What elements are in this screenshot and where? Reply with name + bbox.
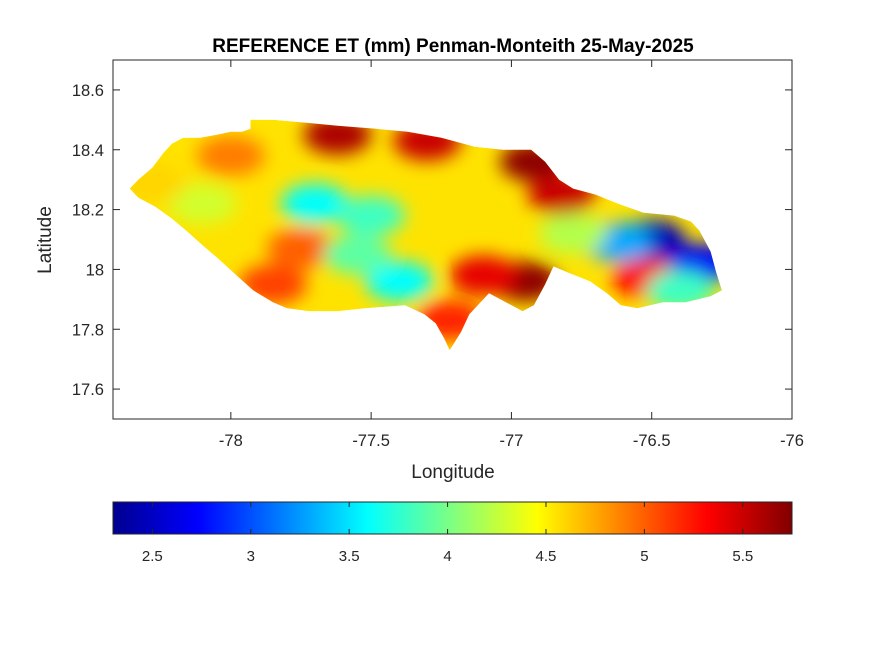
y-tick-label: 18.6 [72,82,104,100]
colorbar-tick-label: 4 [443,548,451,565]
colorbar-tick-label: 2.5 [142,548,163,565]
et-hotspot [323,234,392,275]
colorbar-tick-label: 4.5 [536,548,557,565]
et-hotspot [365,261,434,302]
et-hotspot [281,183,350,224]
y-tick-label: 18.4 [72,142,104,160]
y-axis-label: Latitude [35,206,56,274]
colorbar-tick-label: 5.5 [732,548,753,565]
colorbar-tick-label: 3.5 [339,548,360,565]
et-hotspot [196,135,265,176]
x-tick-label: -78 [219,432,243,450]
colorbar-ticks: 2.5 3 3.5 4 4.5 5 5.5 [142,502,753,565]
colorbar [112,501,793,535]
x-tick-label: -76.5 [633,432,671,450]
et-hotspot [168,183,237,224]
y-axis-ticks: 17.6 17.8 18 18.2 18.4 18.6 [72,82,792,399]
chart-title: REFERENCE ET (mm) Penman-Monteith 25-May… [212,36,694,57]
colorbar-tick-label: 5 [640,548,648,565]
colorbar-tick-label: 3 [247,548,255,565]
x-tick-label: -77 [499,432,523,450]
y-tick-label: 17.6 [72,381,104,399]
et-hotspot [539,213,608,254]
y-tick-label: 17.8 [72,321,104,339]
x-axis-ticks: -78 -77.5 -77 -76.5 -76 [219,60,804,450]
x-tick-label: -77.5 [352,432,390,450]
y-tick-label: 18.2 [72,202,104,220]
et-hotspot [337,195,406,236]
et-hotspot [449,255,518,296]
x-tick-label: -76 [780,432,804,450]
y-tick-label: 18 [86,261,104,279]
x-axis-label: Longitude [411,462,494,483]
et-hotspot [266,228,335,269]
